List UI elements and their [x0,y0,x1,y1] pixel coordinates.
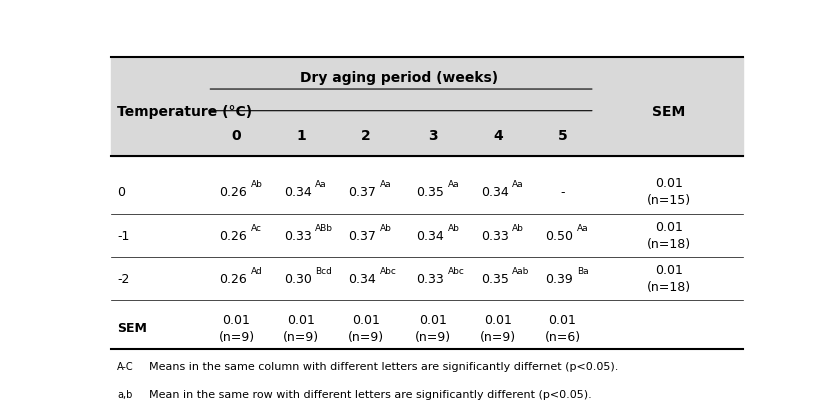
Text: 0.01
(n=9): 0.01 (n=9) [218,313,255,343]
Text: Ab: Ab [251,180,262,188]
Text: 0.37: 0.37 [348,229,377,242]
Text: Aa: Aa [512,180,524,188]
Text: 0.34: 0.34 [284,185,312,198]
Text: Abc: Abc [447,267,465,275]
Text: Mean in the same row with different letters are significantly different (p<0.05): Mean in the same row with different lett… [142,389,591,399]
Text: a,b: a,b [117,389,132,399]
Text: SEM: SEM [652,104,686,118]
Text: 1: 1 [297,129,306,143]
Text: SEM: SEM [117,322,147,335]
Text: 2: 2 [361,129,371,143]
Text: -: - [561,185,565,198]
Text: 0.34: 0.34 [348,272,377,285]
Text: -2: -2 [117,272,129,285]
Text: 0.37: 0.37 [348,185,377,198]
Text: 0.01
(n=9): 0.01 (n=9) [416,313,451,343]
Text: Ab: Ab [380,223,392,232]
Text: 0.01
(n=9): 0.01 (n=9) [480,313,516,343]
Text: 0.34: 0.34 [481,185,509,198]
Text: 0.33: 0.33 [284,229,312,242]
Text: Aab: Aab [512,267,530,275]
Text: Means in the same column with different letters are significantly differnet (p<0: Means in the same column with different … [142,362,618,371]
Text: 0.01
(n=9): 0.01 (n=9) [347,313,384,343]
Text: 0.34: 0.34 [416,229,444,242]
Text: Dry aging period (weeks): Dry aging period (weeks) [301,71,498,85]
Text: A-C: A-C [117,362,133,371]
Text: 0.01
(n=18): 0.01 (n=18) [647,264,691,294]
Text: 0.01
(n=6): 0.01 (n=6) [545,313,581,343]
Text: 0.26: 0.26 [219,272,247,285]
Text: 0.50: 0.50 [546,229,573,242]
Text: -1: -1 [117,229,129,242]
Text: 0.26: 0.26 [219,185,247,198]
Text: 0.30: 0.30 [284,272,312,285]
Text: Ac: Ac [251,223,262,232]
Text: 0.26: 0.26 [219,229,247,242]
Text: 0: 0 [232,129,242,143]
Text: Bcd: Bcd [315,267,332,275]
Text: 0: 0 [117,185,125,198]
Text: ABb: ABb [315,223,333,232]
Text: 5: 5 [557,129,567,143]
Text: 0.01
(n=18): 0.01 (n=18) [647,221,691,251]
Text: 0.39: 0.39 [546,272,573,285]
Text: Ab: Ab [512,223,524,232]
Text: 0.01
(n=9): 0.01 (n=9) [283,313,319,343]
Text: Ab: Ab [447,223,460,232]
Text: Aa: Aa [576,223,588,232]
Text: 4: 4 [493,129,503,143]
Bar [111,57,743,157]
Text: Abc: Abc [380,267,397,275]
Text: 0.35: 0.35 [416,185,444,198]
Text: 0.35: 0.35 [481,272,509,285]
Text: Aa: Aa [380,180,392,188]
Text: 0.33: 0.33 [481,229,509,242]
Text: Temperature (°C): Temperature (°C) [117,104,252,118]
Text: 0.33: 0.33 [416,272,444,285]
Text: Aa: Aa [447,180,459,188]
Text: 3: 3 [428,129,438,143]
Text: 0.01
(n=15): 0.01 (n=15) [647,177,691,207]
Text: Ad: Ad [251,267,262,275]
Text: Ba: Ba [576,267,588,275]
Text: Aa: Aa [315,180,327,188]
